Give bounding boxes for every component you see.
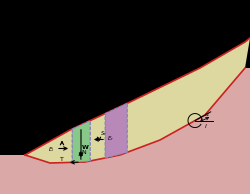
Polygon shape	[0, 68, 250, 194]
Text: T: T	[60, 157, 64, 162]
Text: $S_r$: $S_r$	[100, 130, 107, 139]
Text: $S_l$: $S_l$	[54, 131, 61, 139]
Text: $\alpha$: $\alpha$	[204, 111, 210, 118]
Text: W: W	[82, 145, 89, 150]
Text: $E_l$: $E_l$	[48, 145, 55, 154]
Polygon shape	[72, 121, 90, 162]
Text: N: N	[82, 150, 86, 155]
Polygon shape	[105, 103, 127, 158]
Text: $l$: $l$	[204, 122, 207, 130]
Text: $E_r$: $E_r$	[107, 134, 114, 143]
Polygon shape	[25, 38, 250, 163]
Polygon shape	[0, 0, 250, 155]
